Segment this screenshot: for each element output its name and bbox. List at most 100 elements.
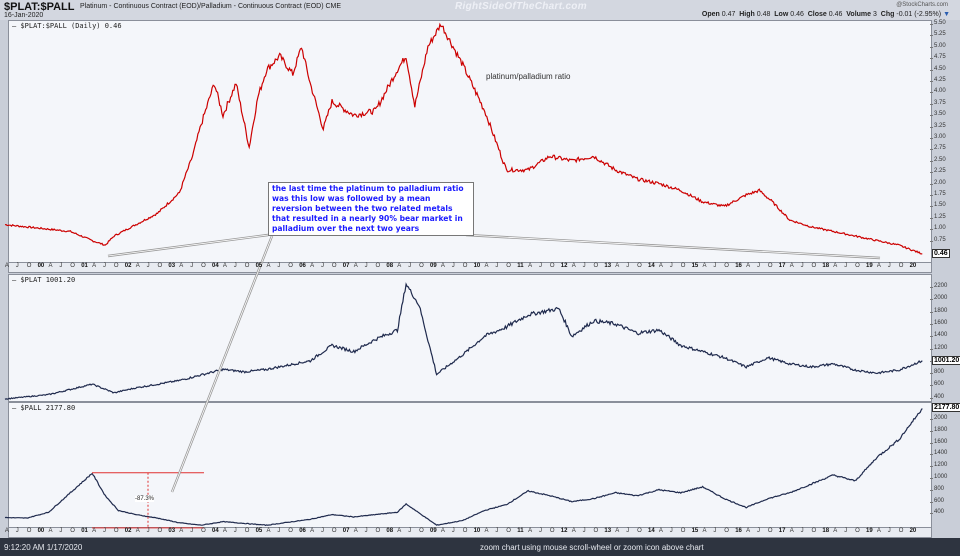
x-month-label: O	[811, 263, 817, 269]
x-year-label: 08	[386, 263, 394, 269]
y-tick-label: 1800	[929, 426, 948, 433]
pall-panel[interactable]: — $PALL 2177.80	[8, 402, 932, 528]
x-month-label: O	[724, 263, 729, 269]
x-month-label: J	[190, 528, 194, 534]
x-year-label: 09	[430, 528, 437, 534]
y-tick-label: 5.50	[930, 20, 946, 26]
y-tick-label: 3.25	[930, 122, 946, 129]
x-year-label: 19	[866, 528, 873, 534]
x-month-label: A	[528, 263, 533, 269]
x-year-label: 01	[81, 263, 88, 269]
x-month-label: O	[157, 263, 163, 269]
callout-pointer	[107, 234, 269, 257]
x-year-label: 09	[430, 263, 437, 269]
y-tick-label: 2.50	[930, 156, 946, 163]
x-month-label: O	[288, 528, 293, 534]
x-month-label: O	[811, 528, 817, 534]
x-month-label: J	[495, 263, 499, 269]
series-line	[4, 408, 923, 527]
x-month-label: J	[364, 528, 368, 534]
y-tick-label: 800	[929, 485, 945, 492]
y-tick-label: 2.00	[930, 179, 946, 186]
y-tick-label: 1.00	[930, 225, 946, 232]
x-month-label: O	[898, 528, 904, 534]
chg-value: -0.01 (-2.95%)	[896, 11, 942, 18]
ratio-annotation: platinum/palladium ratio	[486, 72, 571, 81]
y-tick-label: 2000	[929, 295, 948, 302]
x-month-label: O	[201, 263, 206, 269]
provider-credit: @StockCharts.com	[896, 2, 948, 8]
x-month-label: O	[462, 263, 468, 269]
y-tick-label: 5.25	[930, 31, 946, 38]
last-value-badge: 0.46	[932, 248, 950, 258]
x-month-label: J	[844, 528, 848, 534]
x-year-label: 14	[648, 263, 655, 269]
y-tick-label: 2.75	[930, 145, 946, 152]
volume-value: 3	[873, 11, 877, 18]
x-year-label: 19	[866, 263, 873, 269]
y-tick-label: 1.75	[930, 191, 946, 197]
x-month-label: O	[419, 263, 424, 269]
y-tick-label: 4.00	[930, 88, 946, 95]
x-year-label: 02	[124, 528, 132, 534]
x-month-label: J	[713, 263, 717, 269]
x-month-label: O	[593, 263, 599, 269]
x-month-label: A	[4, 528, 9, 534]
y-tick-label: 400	[929, 393, 945, 400]
x-month-label: J	[582, 528, 586, 534]
drawdown-label: -87.3%	[135, 496, 155, 502]
x-year-label: 18	[822, 263, 830, 269]
ratio-legend: — $PLAT:$PALL (Daily) 0.46	[12, 22, 122, 30]
x-month-label: A	[397, 263, 402, 269]
chart-header: $PLAT:$PALL Platinum - Continuous Contra…	[0, 0, 960, 20]
high-label: High	[739, 11, 755, 18]
x-month-label: O	[724, 528, 729, 534]
x-year-label: 04	[212, 528, 219, 534]
x-month-label: J	[15, 263, 19, 269]
x-month-label: O	[549, 263, 555, 269]
high-value: 0.48	[756, 11, 771, 18]
x-month-label: O	[70, 263, 75, 269]
x-month-label: J	[233, 528, 237, 534]
x-year-label: 15	[691, 528, 699, 534]
x-month-label: J	[408, 528, 412, 534]
x-month-label: A	[92, 528, 97, 534]
x-month-label: A	[484, 263, 489, 269]
y-tick-label: 5.00	[930, 42, 946, 49]
y-tick-label: 2.25	[930, 168, 946, 175]
symbol-description: Platinum - Continuous Contract (EOD)/Pal…	[80, 3, 342, 10]
x-year-label: 01	[81, 528, 88, 534]
x-year-label: 02	[124, 263, 132, 269]
x-month-label: A	[222, 528, 227, 534]
x-month-label: J	[321, 263, 324, 269]
series-line	[4, 282, 923, 400]
x-month-label: J	[713, 528, 717, 534]
x-month-label: A	[571, 263, 576, 269]
x-month-label: O	[288, 263, 293, 269]
y-tick-label: 1800	[929, 307, 948, 314]
x-month-label: O	[375, 528, 381, 534]
x-month-label: A	[658, 263, 663, 269]
x-month-label: O	[375, 263, 381, 269]
plat-panel[interactable]: — $PLAT 1001.20	[8, 274, 932, 402]
x-axis-bottom	[8, 527, 932, 538]
x-year-label: 05	[255, 528, 263, 534]
x-month-label: J	[364, 263, 368, 269]
x-month-label: O	[244, 528, 250, 534]
x-year-label: 06	[299, 263, 306, 269]
x-axis-ratio	[8, 262, 932, 273]
x-month-label: A	[789, 528, 794, 534]
x-year-label: 14	[648, 528, 655, 534]
open-label: Open	[701, 11, 720, 18]
x-month-label: A	[135, 528, 140, 534]
x-month-label: A	[702, 263, 707, 269]
volume-label: Volume	[846, 11, 872, 18]
x-month-label: A	[397, 528, 402, 534]
x-month-label: J	[190, 263, 194, 269]
y-tick-label: 1200	[929, 344, 948, 351]
x-month-label: J	[103, 528, 106, 534]
y-tick-label: 1200	[929, 462, 948, 469]
x-month-label: J	[495, 528, 499, 534]
x-month-label: O	[855, 263, 860, 269]
x-month-label: O	[506, 263, 511, 269]
